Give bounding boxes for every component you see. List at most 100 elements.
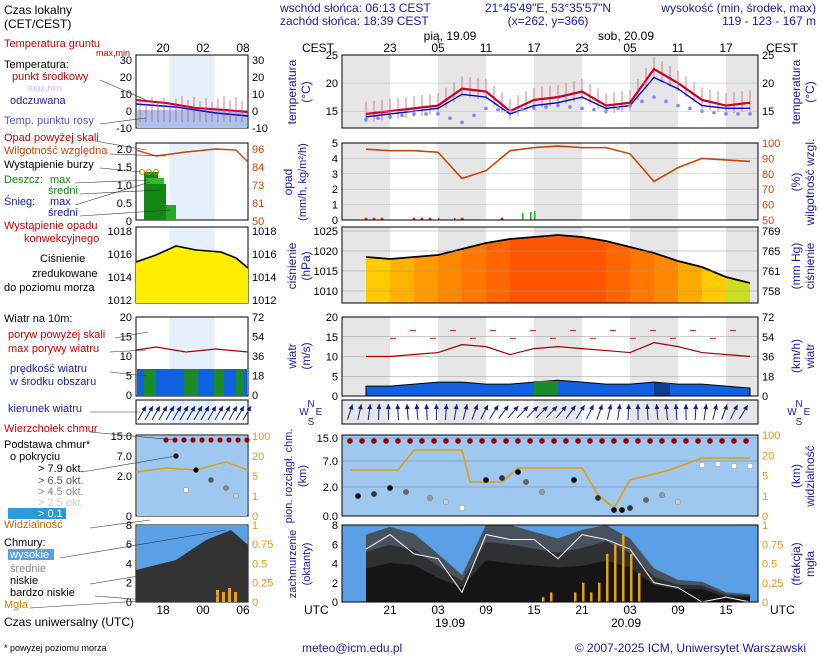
legend-wind-tick-right: 72 <box>252 312 264 324</box>
dew-point-dot <box>424 112 428 116</box>
cloud-top-dot <box>491 438 497 444</box>
legend-cloud-top: Wierzchołek chmur <box>4 423 98 435</box>
cloud-top-dot <box>671 438 677 444</box>
legend-humidity-tick-right: 61 <box>252 198 264 210</box>
cloud-base-dot <box>499 475 505 481</box>
pressure-tick-right: 761 <box>762 266 780 278</box>
temp-tick-left: 20 <box>326 78 338 90</box>
legend-temp-tick-right: 0 <box>252 106 258 118</box>
legend-cloud-tick-left: 7.0 <box>117 451 132 463</box>
legend-wind-speed2: w środku obszaru <box>9 376 96 388</box>
cloud-top-dot <box>695 438 701 444</box>
visibility-tick-right: 5 <box>762 471 768 483</box>
legend-wind-strong <box>236 369 244 396</box>
cloudcover-tick-left: 8 <box>332 520 338 532</box>
legend-wind-strong <box>184 369 198 396</box>
sunset-text: zachód słońca: 18:39 CEST <box>280 14 429 28</box>
night-stripe <box>726 143 758 220</box>
legend-wind-tick-left: 10 <box>120 351 132 363</box>
pressure-fill-segment <box>534 235 558 303</box>
fog-bar <box>622 535 625 602</box>
humidity-tick-right: 100 <box>762 138 780 150</box>
legend-tick-bottom: 00 <box>196 603 210 617</box>
legend-fog-tick-right: 0.75 <box>252 539 273 551</box>
cloud-top-dot <box>455 438 461 444</box>
legend-wind-tick-left: 5 <box>126 371 132 383</box>
legend-wind-tick-right: 18 <box>252 371 264 383</box>
utc-tick-label: 15 <box>527 603 541 617</box>
cloud-top-dot <box>407 438 413 444</box>
legend-pressure2: zredukowane <box>32 268 97 280</box>
night-stripe <box>342 143 390 220</box>
wind-strong-segment <box>534 381 558 396</box>
legend-wind-tick-right: 0 <box>252 390 258 402</box>
wind-tick-right: 0 <box>762 391 768 403</box>
dew-point-dot <box>736 112 740 116</box>
visibility-axis-unit: (km) <box>789 464 803 488</box>
temp-axis-title-left: temperatura <box>285 59 299 124</box>
legend-temp-tick-right: -10 <box>252 123 268 135</box>
wind-tick-right: 72 <box>762 312 774 324</box>
local-tick-label: 05 <box>623 41 637 55</box>
precip-tick-left: 5 <box>332 138 338 150</box>
humidity-tick-right: 60 <box>762 200 774 212</box>
legend-fog-tick-right: 0.5 <box>252 558 267 570</box>
legend-pressure-tick-left: 1018 <box>108 226 132 238</box>
dew-point-dot <box>688 107 692 111</box>
legend-tick-top: 02 <box>196 41 210 55</box>
legend-temp-tick-left: 10 <box>120 89 132 101</box>
local-tick-label: 17 <box>527 41 541 55</box>
wind-axis-title-right: wiatr <box>803 343 817 369</box>
pressure-tick-left: 1025 <box>314 226 338 238</box>
temp-tick-right: 25 <box>762 50 774 62</box>
altitude-title: wysokość (min, środek, max) <box>660 1 816 15</box>
day-label-bottom-1: 19.09 <box>435 616 465 630</box>
legend-temp-tick-right: 10 <box>252 89 264 101</box>
legend-cloud-top-dot <box>199 437 204 442</box>
cloudcover-axis-unit: (oktanty) <box>301 543 313 586</box>
local-tick-label: 11 <box>672 41 685 55</box>
cloud-top-dot <box>659 438 665 444</box>
altitude-values: 119 - 123 - 167 m <box>722 14 816 28</box>
temp-tick-right: 15 <box>762 106 774 118</box>
cloud-base-dot <box>539 489 545 495</box>
wind-tick-right: 36 <box>762 352 774 364</box>
cloud-base-dot <box>611 507 617 513</box>
legend-snow-bar <box>146 178 164 184</box>
pressure-axis-unit-left: (hPa) <box>299 251 313 280</box>
legend-mid: średnie <box>10 563 46 575</box>
night-stripe <box>534 143 582 220</box>
dew-point-dot <box>568 105 572 109</box>
pressure-axis-title-right: ciśnienie <box>803 242 817 289</box>
legend-cloud-base-dot <box>208 477 213 482</box>
cloud-top-dot <box>683 438 689 444</box>
dew-point-dot <box>724 112 728 116</box>
cloud-top-dot <box>443 438 449 444</box>
local-tick-label: 17 <box>719 41 733 55</box>
legend-local-time-sub: (CET/CEST) <box>4 17 71 31</box>
cloud-top-dot <box>419 438 425 444</box>
fog-bar <box>630 554 633 602</box>
fog-tick-right: 0.75 <box>762 539 783 551</box>
precip-bar <box>522 213 524 220</box>
legend-okt79: > 7.9 okt. <box>38 463 84 475</box>
legend-pressure-tick-left: 1012 <box>108 295 132 307</box>
cloudcover-tick-left: 4 <box>332 559 338 571</box>
legend-gust-above: poryw powyżej skali <box>8 329 105 341</box>
legend-temp-fill <box>137 110 247 128</box>
legend-visibility-tick-right: 5 <box>252 471 258 483</box>
humidity-axis-unit: (%) <box>789 173 803 192</box>
pressure-tick-left: 1010 <box>314 286 338 298</box>
legend-maxmin: max,min <box>28 83 62 93</box>
legend-cloud-top-dot <box>226 437 231 442</box>
night-stripe <box>534 400 582 424</box>
cloud-tick-left: 2.0 <box>323 482 338 494</box>
legend-temperature: Temperatura: <box>4 59 69 71</box>
cloud-top-dot <box>719 438 725 444</box>
cloud-tick-left: 15.0 <box>317 433 338 445</box>
utc-label-right: UTC <box>770 603 795 617</box>
legend-pressure: Ciśnienie <box>40 253 85 265</box>
legend-rain-bar <box>166 205 176 220</box>
legend-day-stripe <box>170 143 215 220</box>
